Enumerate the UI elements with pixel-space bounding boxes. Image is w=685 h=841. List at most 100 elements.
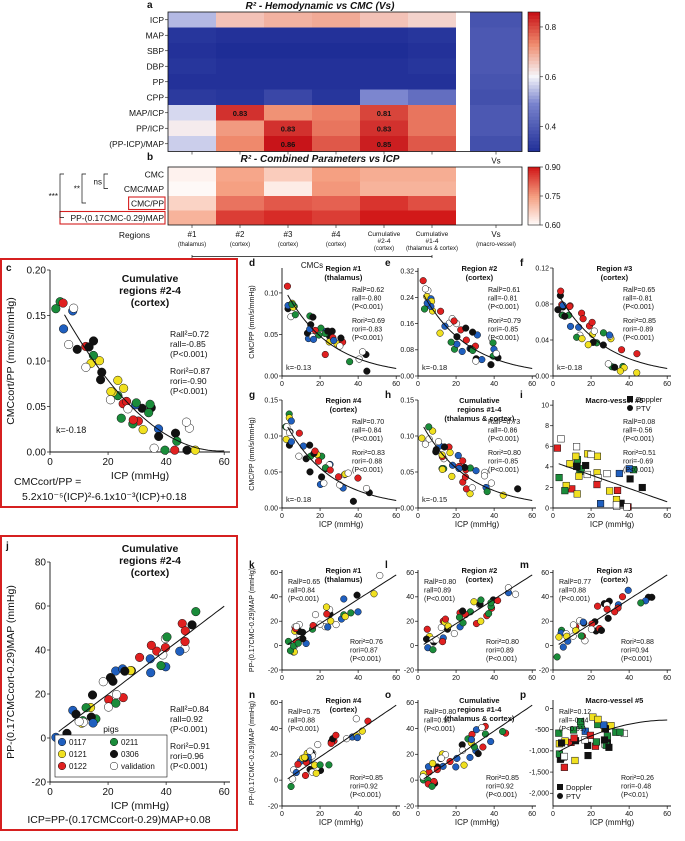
data-point (561, 312, 569, 320)
panel-title: (cortex) (330, 705, 358, 714)
heatmap-b-cell (264, 181, 312, 196)
data-point (604, 614, 612, 622)
data-point (561, 487, 569, 495)
panel-title: (cortex) (466, 273, 494, 282)
colorbar-a-segment (528, 88, 540, 93)
y-tick-label: -1,500 (529, 769, 549, 776)
stat-text: Rori²=0.85 (350, 775, 383, 782)
heatmap-a-cell (470, 89, 522, 105)
heatmap-b-cell (408, 181, 456, 196)
heatmap-b-cell (312, 167, 360, 182)
heatmap-a-cell (360, 136, 408, 152)
legend-label: PTV (636, 404, 651, 413)
data-point (570, 734, 578, 742)
data-point (600, 721, 608, 729)
colorbar-b-segment (528, 178, 540, 182)
data-point (605, 743, 613, 751)
col-label-b-top: #3 (284, 230, 293, 239)
x-tick-label: 60 (528, 675, 536, 682)
colorbar-b-segment (528, 215, 540, 218)
panel-c-k: k=-0.18 (56, 425, 86, 435)
panel-j-plot: j0 20 40 60-20020406080PP-(0.17CMCcort-0.29… (5, 541, 230, 826)
y-tick-label: 0.20 (27, 265, 47, 276)
row-label-b: CMC (145, 170, 164, 180)
stat-text: rori=-0.69 (623, 459, 653, 466)
data-point (558, 739, 566, 747)
stat-text: Rall²=0.61 (488, 287, 520, 294)
x-tick-label: 40 (490, 513, 498, 520)
y-tick-label: 0.05 (264, 332, 278, 339)
data-point (301, 771, 310, 780)
heatmap-b-cell (168, 196, 216, 211)
stat-text: Rori²=0.87 (170, 366, 210, 376)
y-tick-label: 0.00 (535, 373, 549, 380)
y-tick-label: 10 (541, 402, 549, 409)
panel-i-plot: i 0 20 40 60 0 2 4 6 8 10 ICP (mmHg) Macro-vessel #5… (520, 390, 671, 529)
data-point (98, 677, 108, 687)
panel-c-plot: c 0 20 40 60 0.00 0.05 0.10 0.15 0.20 CMCcort/PP (… (5, 263, 230, 503)
data-point (597, 626, 606, 634)
data-point (294, 639, 302, 647)
colorbar-a-segment (528, 81, 540, 86)
heatmap-a-cell (312, 12, 360, 28)
panel-title: regions #1-4 (457, 705, 502, 714)
data-point (191, 607, 201, 617)
y-tick-label: 4 (545, 464, 549, 471)
y-tick-label: 0 (410, 777, 414, 784)
data-point (306, 747, 314, 755)
heatmap-a-cell (168, 58, 216, 74)
colorbar-b-segment (528, 209, 540, 212)
heatmap-a-cell (408, 120, 456, 136)
colorbar-a-segment (528, 25, 540, 30)
stat-text: (P<0.001) (170, 761, 208, 771)
panel-k: k=-0.15 (422, 495, 447, 504)
data-point (612, 501, 620, 509)
x-tick-label: 20 (316, 675, 324, 682)
stat-text: Rori²=0.85 (486, 775, 519, 782)
heatmap-a-cell (168, 74, 216, 90)
data-point (330, 336, 338, 345)
data-point (440, 443, 449, 451)
stat-text: (P<0.001) (352, 467, 383, 474)
panel-title: Region #4 (325, 396, 362, 405)
data-point (626, 475, 634, 483)
data-point (64, 339, 74, 350)
heatmap-a-cell (216, 136, 264, 152)
x-tick-label: 20 (587, 811, 595, 818)
row-label-a: (PP-ICP)/MAP (109, 139, 164, 149)
data-point (135, 652, 145, 662)
stat-text: rori=-0.85 (488, 327, 518, 334)
data-point (353, 591, 361, 599)
col-label-b-num: #2-4 (377, 238, 390, 245)
data-point (119, 383, 129, 393)
colorbar-a-segment (528, 18, 540, 23)
data-point (347, 609, 355, 617)
panel-n-letter: n (249, 690, 255, 701)
cmcs-bracket (191, 255, 433, 258)
data-point (566, 460, 574, 468)
legend-marker-circle (627, 405, 633, 411)
x-tick-label: 20 (452, 381, 460, 388)
panel-j-legend: pigs 0117 0211 0121 0306 0122 validation (54, 724, 168, 778)
colorbar-a-segment (528, 71, 540, 76)
colorbar-b-segment (528, 203, 540, 207)
stat-text: rori=-0.83 (352, 327, 382, 334)
heatmap-a-cell (264, 27, 312, 43)
x-axis-label: ICP (mmHg) (319, 520, 364, 529)
data-point (103, 702, 114, 712)
heatmap-a-cell (408, 136, 456, 152)
data-point (477, 617, 485, 625)
data-point (364, 717, 372, 725)
data-point (105, 673, 116, 683)
data-point (88, 718, 98, 728)
panel-title: Cumulative (459, 396, 499, 405)
colorbar-a-segment (528, 95, 540, 100)
data-point (560, 752, 568, 760)
data-point (584, 752, 592, 760)
colorbar-a-segment (528, 57, 540, 62)
row-label-a: DBP (147, 62, 165, 72)
data-point (554, 306, 562, 314)
col-label-b-top: Cumulative (416, 231, 449, 238)
